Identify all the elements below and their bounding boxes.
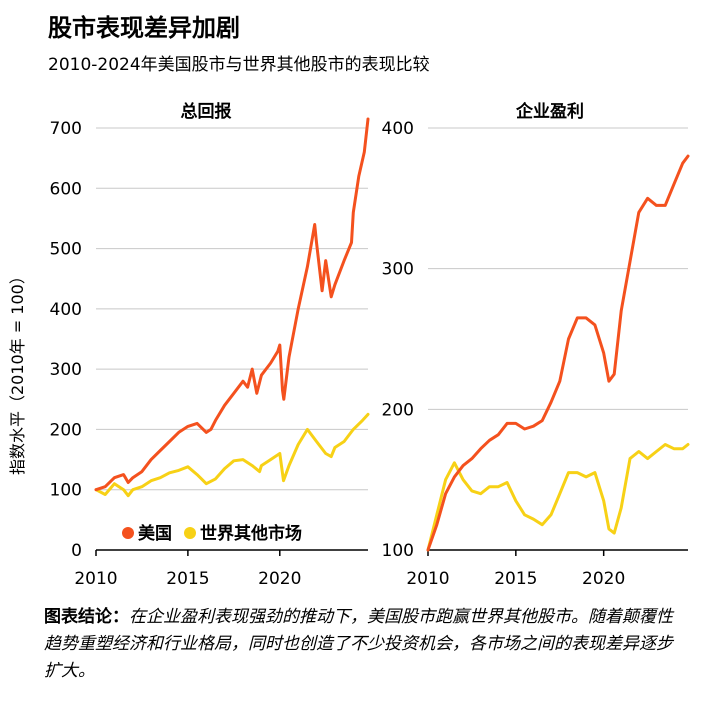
y-tick-label: 100: [50, 481, 82, 501]
y-tick-label: 300: [50, 360, 82, 380]
page-title: 股市表现差异加剧: [48, 14, 240, 42]
y-tick-label: 100: [382, 541, 414, 561]
page-subtitle: 2010-2024年美国股市与世界其他股市的表现比较: [48, 55, 430, 75]
panel-title: 总回报: [181, 101, 232, 122]
y-tick-label: 400: [382, 119, 414, 139]
y-tick-label: 400: [50, 300, 82, 320]
legend-marker: [184, 527, 196, 539]
y-tick-label: 300: [382, 260, 414, 280]
legend-label: 美国: [138, 523, 172, 544]
series-line: [426, 154, 690, 552]
series-line: [94, 117, 370, 492]
x-tick-label: 2015: [166, 569, 209, 589]
series-line: [94, 412, 370, 498]
y-tick-label: 500: [50, 240, 82, 260]
y-tick-label: 700: [50, 119, 82, 139]
chart-conclusion: 图表结论：在企业盈利表现强劲的推动下，美国股市跑赢世界其他股市。随着颠覆性趋势重…: [44, 604, 684, 685]
series-line: [426, 443, 690, 552]
y-tick-label: 0: [71, 541, 82, 561]
conclusion-lead: 图表结论：: [44, 607, 129, 627]
y-tick-label: 200: [50, 420, 82, 440]
conclusion-text: 在企业盈利表现强劲的推动下，美国股市跑赢世界其他股市。随着颠覆性趋势重塑经济和行…: [44, 607, 673, 681]
x-tick-label: 2015: [494, 569, 537, 589]
legend-label: 世界其他市场: [200, 523, 302, 544]
y-tick-label: 200: [382, 400, 414, 420]
x-tick-label: 2010: [74, 569, 117, 589]
x-tick-label: 2020: [582, 569, 625, 589]
x-tick-label: 2020: [258, 569, 301, 589]
panel-title: 企业盈利: [515, 101, 584, 122]
y-tick-label: 600: [50, 179, 82, 199]
x-tick-label: 2010: [406, 569, 449, 589]
chart-canvas: 0 100 200 300 400 500 600 700 2010 2015 2020 总回报 100…: [50, 101, 690, 589]
legend-marker: [122, 527, 134, 539]
